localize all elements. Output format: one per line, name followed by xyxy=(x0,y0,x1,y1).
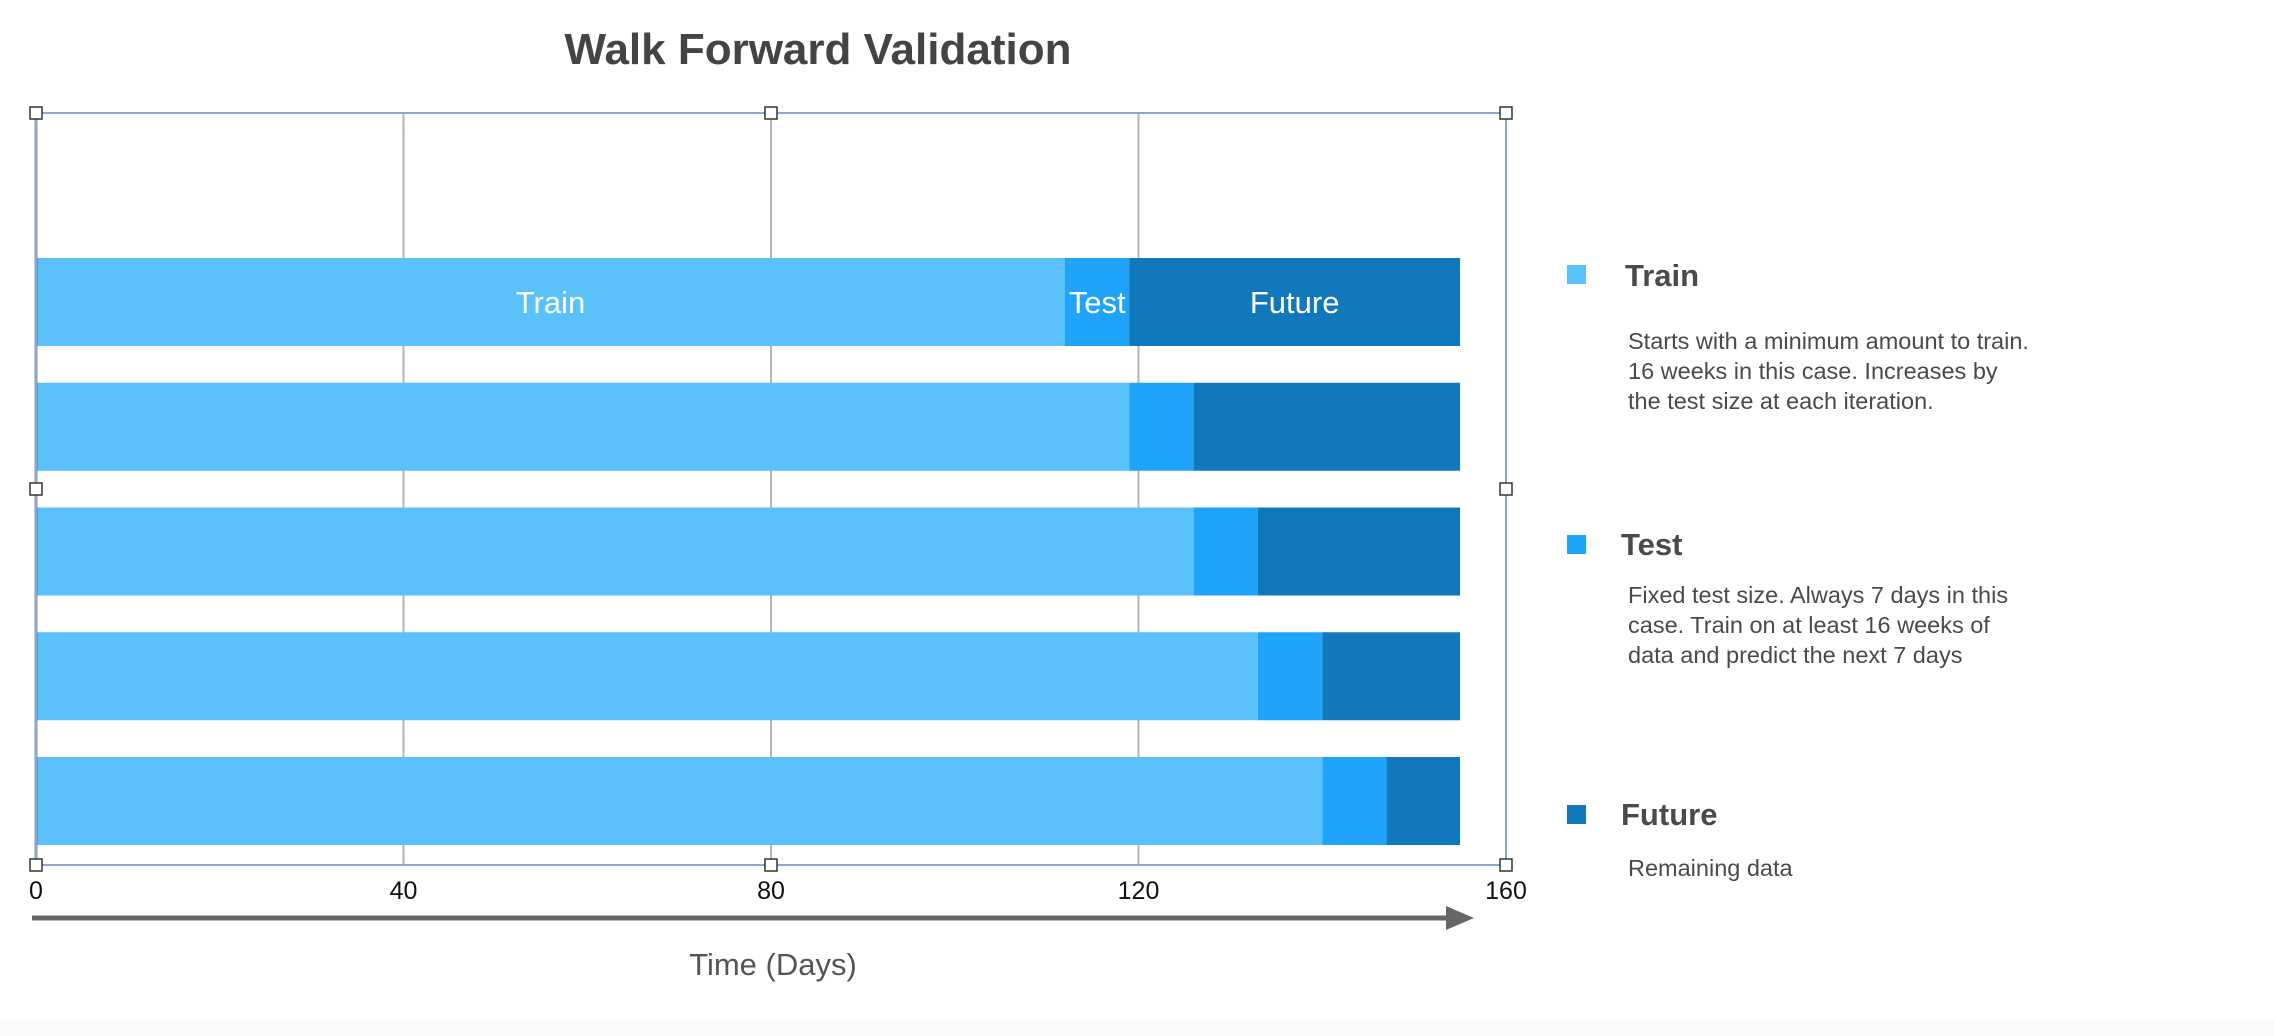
resize-handle-2[interactable] xyxy=(764,106,778,120)
resize-handle-3[interactable] xyxy=(1499,106,1513,120)
bar-row1-train xyxy=(36,258,1065,346)
legend-swatch-test xyxy=(1567,535,1586,554)
bar-row2-train xyxy=(36,382,1130,471)
bar-row5-test xyxy=(1322,757,1387,845)
bar-row5-future xyxy=(1386,757,1461,845)
x-tick-label-0: 0 xyxy=(29,877,43,905)
selection-frame[interactable] xyxy=(29,106,1513,872)
walk-forward-chart[interactable]: Walk Forward Validation Train Test Future … xyxy=(0,0,1560,1010)
resize-handle-4[interactable] xyxy=(29,482,43,496)
bar-row2-future xyxy=(1193,382,1461,471)
legend-swatch-future xyxy=(1567,805,1586,824)
x-axis-label: Time (Days) xyxy=(689,947,857,982)
legend-title-train: Train xyxy=(1625,258,1700,293)
bottom-strip xyxy=(0,1020,2274,1036)
bar-row3-future xyxy=(1257,507,1461,596)
resize-handle-7[interactable] xyxy=(764,858,778,872)
legend-swatch-train xyxy=(1567,265,1586,284)
bar-label-future: Future xyxy=(1250,285,1340,320)
gridlines xyxy=(402,113,1140,865)
x-tick-label-160: 160 xyxy=(1485,877,1527,905)
resize-handle-1[interactable] xyxy=(29,106,43,120)
bar-row3-test xyxy=(1193,507,1258,596)
bar-row5-train xyxy=(36,757,1323,845)
legend-desc-train: Starts with a minimum amount to train. 1… xyxy=(1628,328,2029,414)
time-arrow-head xyxy=(1446,906,1474,930)
bar-label-train: Train xyxy=(516,285,585,320)
bar-row4-future xyxy=(1322,632,1461,721)
x-tick-label-80: 80 xyxy=(757,877,785,905)
x-tick-label-40: 40 xyxy=(390,877,418,905)
bar-row2-test xyxy=(1129,382,1194,471)
bar-row4-train xyxy=(36,632,1258,721)
legend-desc-test: Fixed test size. Always 7 days in this c… xyxy=(1628,582,2009,668)
legend-desc-future: Remaining data xyxy=(1628,855,1793,881)
resize-handle-6[interactable] xyxy=(29,858,43,872)
legend-title-test: Test xyxy=(1621,527,1683,562)
time-arrow xyxy=(32,906,1474,930)
bar-row1-test xyxy=(1065,258,1130,346)
bar-row1-future xyxy=(1129,258,1461,346)
resize-handle-5[interactable] xyxy=(1499,482,1513,496)
bars: Train Test Future xyxy=(34,113,1461,865)
bar-label-test: Test xyxy=(1069,285,1126,320)
chart-title: Walk Forward Validation xyxy=(565,25,1072,74)
bar-row4-test xyxy=(1257,632,1323,721)
x-axis-ticks: 0 40 80 120 160 xyxy=(29,877,1527,905)
x-tick-label-120: 120 xyxy=(1118,877,1160,905)
bar-row3-train xyxy=(36,507,1194,596)
resize-handle-8[interactable] xyxy=(1499,858,1513,872)
legend-title-future: Future xyxy=(1621,797,1718,832)
